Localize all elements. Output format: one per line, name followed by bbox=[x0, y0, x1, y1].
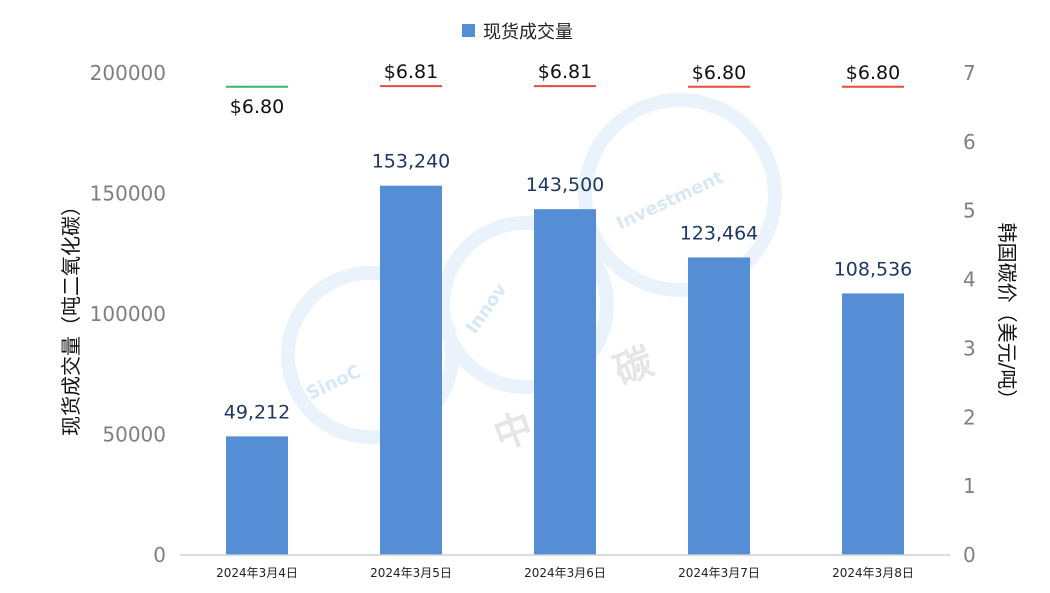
legend-swatch bbox=[462, 24, 475, 37]
y2-tick-label: 6 bbox=[963, 130, 976, 154]
y2-tick-label: 7 bbox=[963, 61, 976, 85]
price-labels: $6.80 $6.81 $6.81 $6.80 $6.80 bbox=[230, 61, 900, 118]
bar bbox=[688, 257, 750, 555]
bar-value-label: 108,536 bbox=[834, 258, 913, 280]
price-value-label: $6.81 bbox=[538, 61, 592, 83]
y2-tick-label: 5 bbox=[963, 199, 976, 223]
x-axis-labels: 2024年3月4日 2024年3月5日 2024年3月6日 2024年3月7日 2024… bbox=[216, 566, 914, 580]
legend: 现货成交量 bbox=[462, 22, 573, 43]
x-tick-label: 2024年3月4日 bbox=[216, 566, 298, 580]
y-axis-ticks: 0 50000 100000 150000 200000 bbox=[90, 61, 166, 567]
x-tick-label: 2024年3月5日 bbox=[370, 566, 452, 580]
bar-value-label: 153,240 bbox=[372, 151, 451, 173]
bar-value-label: 123,464 bbox=[680, 222, 759, 244]
y-tick-label: 50000 bbox=[102, 423, 166, 447]
y2-tick-label: 2 bbox=[963, 405, 976, 429]
y2-axis-title: 韩国碳价（美元/吨） bbox=[995, 223, 1019, 410]
y2-tick-label: 1 bbox=[963, 474, 976, 498]
bar bbox=[534, 209, 596, 556]
price-value-label: $6.80 bbox=[692, 62, 746, 84]
bar bbox=[380, 185, 442, 556]
y2-axis-ticks: 0 1 2 3 4 5 6 7 bbox=[963, 61, 976, 567]
y-axis-title: 现货成交量（吨二氧化碳） bbox=[59, 196, 83, 436]
y2-tick-label: 3 bbox=[963, 336, 976, 360]
price-value-label: $6.81 bbox=[384, 61, 438, 83]
y-tick-label: 100000 bbox=[90, 302, 166, 326]
y-tick-label: 0 bbox=[153, 543, 166, 567]
price-value-label: $6.80 bbox=[846, 62, 900, 84]
y2-tick-label: 0 bbox=[963, 543, 976, 567]
price-value-label: $6.80 bbox=[230, 96, 284, 118]
y-tick-label: 150000 bbox=[90, 182, 166, 206]
bar-value-label: 49,212 bbox=[224, 401, 290, 423]
y-tick-label: 200000 bbox=[90, 61, 166, 85]
legend-label: 现货成交量 bbox=[483, 22, 573, 43]
y2-tick-label: 4 bbox=[963, 268, 976, 292]
price-markers bbox=[226, 85, 904, 88]
watermark-cn-1: 中 bbox=[488, 404, 539, 458]
bar bbox=[842, 293, 904, 555]
x-tick-label: 2024年3月8日 bbox=[832, 566, 914, 580]
bar bbox=[226, 436, 288, 555]
bar-labels: 49,212 153,240 143,500 123,464 108,536 bbox=[224, 151, 913, 424]
watermark-text-1: SinoC bbox=[303, 361, 364, 404]
bar-value-label: 143,500 bbox=[526, 174, 605, 196]
bars bbox=[226, 185, 904, 556]
watermark-text-2: Innov bbox=[462, 279, 512, 337]
x-tick-label: 2024年3月7日 bbox=[678, 566, 760, 580]
x-tick-label: 2024年3月6日 bbox=[524, 566, 606, 580]
watermark-cn-2: 碳 bbox=[608, 339, 660, 394]
